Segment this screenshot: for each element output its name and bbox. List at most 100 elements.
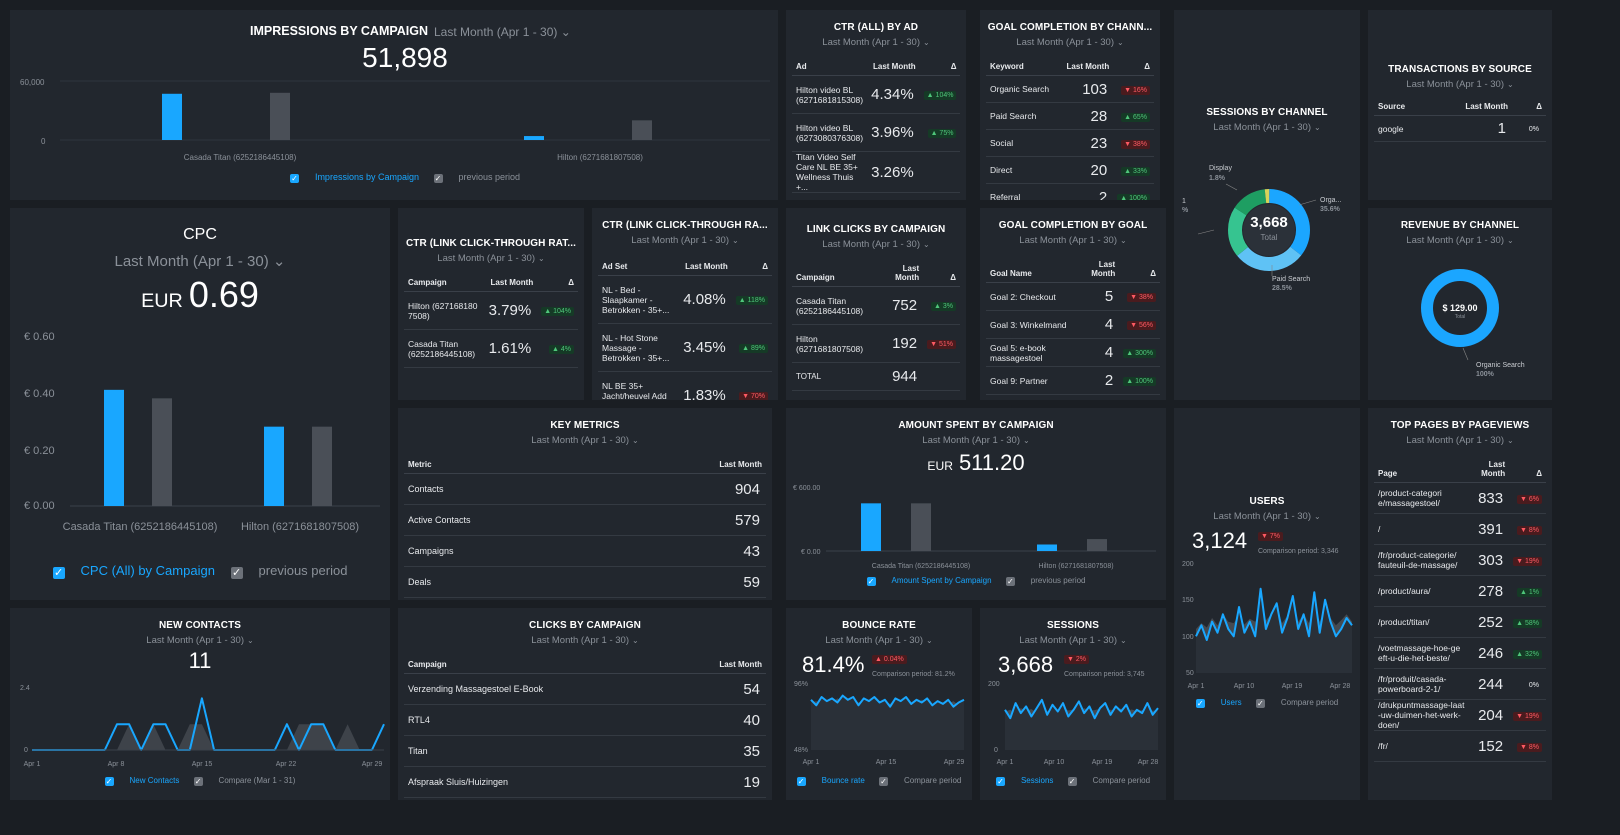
series-line[interactable] [1004, 698, 1159, 720]
column-header[interactable]: Last Month [614, 456, 766, 474]
period-selector[interactable]: Last Month (Apr 1 - 30) ⌄ [980, 635, 1166, 646]
legend-item-cpc[interactable]: ✓ CPC (All) by Campaign [52, 563, 215, 579]
table-row[interactable]: /fr/product-categorie/ fauteuil-de-massa… [1374, 544, 1546, 576]
table-row[interactable]: Contacts 904 [404, 473, 766, 505]
table-row[interactable]: Goal 2: Checkout 5 ▼ 38% [986, 282, 1160, 311]
checkbox-icon[interactable]: ✓ [230, 567, 243, 579]
table-row[interactable]: Casada Titan (6252186445108) 752 ▲ 3% [792, 286, 960, 325]
table-row[interactable]: /fr/produit/casada- powerboard-2-1/244 0% [1374, 668, 1546, 700]
table-row[interactable]: Campaigns 43 [404, 535, 766, 567]
chart-bar[interactable] [162, 93, 182, 140]
column-header[interactable]: Page [1374, 456, 1472, 483]
period-selector[interactable]: Last Month (Apr 1 - 30) ⌄ [434, 25, 571, 39]
column-header[interactable]: Campaign [792, 260, 884, 287]
column-header[interactable]: Δ [1119, 256, 1160, 283]
legend-item-previous[interactable]: ✓ previous period [1005, 576, 1086, 586]
column-header[interactable]: Goal Name [986, 256, 1078, 283]
column-header[interactable]: Last Month [867, 58, 920, 76]
table-row[interactable]: Goal 3: Winkelmand 4 ▼ 56% [986, 310, 1160, 339]
checkbox-icon[interactable]: ✓ [193, 777, 203, 786]
column-header[interactable]: Δ [1512, 98, 1546, 116]
chart-bar[interactable] [861, 503, 881, 551]
table-row[interactable]: Hilton video BL (6271681815308) 4.34% ▲ 10… [792, 75, 961, 114]
table-row[interactable]: Goal 5: e-book massagestoel 4 ▲ 300% [986, 338, 1160, 367]
period-selector[interactable]: Last Month (Apr 1 - 30) ⌄ [786, 37, 966, 48]
donut-slice[interactable] [1228, 189, 1310, 271]
table-row[interactable]: /voetmassage-hoe-ge eft-u-die-het-beste/… [1374, 637, 1546, 669]
table-row[interactable]: Hilton (6271681807508) 192 ▼ 51% [792, 324, 960, 363]
period-selector[interactable]: Last Month (Apr 1 - 30) ⌄ [398, 435, 772, 446]
table-row[interactable]: NL BE 35+ Jacht/heuvel Add te...1.83% ▼ 7… [598, 371, 772, 400]
period-selector[interactable]: Last Month (Apr 1 - 30) ⌄ [980, 235, 1166, 246]
table-row[interactable]: Organic Search 103 ▼ 16% [986, 75, 1154, 103]
table-row[interactable]: NL - Hot Stone Massage - Betrokken - 35+… [598, 323, 772, 372]
table-row[interactable]: RTL4 40 [404, 704, 766, 736]
legend-item-impressions[interactable]: ✓ Impressions by Campaign [289, 172, 419, 183]
chart-bar[interactable] [270, 92, 290, 140]
column-header[interactable]: Last Month [1077, 256, 1120, 283]
column-header[interactable]: Campaign [404, 274, 485, 292]
checkbox-icon[interactable]: ✓ [866, 577, 876, 586]
column-header[interactable]: Last Month [671, 656, 766, 674]
table-row[interactable]: Referral 2 ▲ 100% [986, 183, 1154, 200]
chart-bar[interactable] [264, 426, 284, 506]
period-selector[interactable]: Last Month (Apr 1 - 30) ⌄ [1368, 235, 1552, 246]
checkbox-icon[interactable]: ✓ [1195, 699, 1205, 708]
table-row[interactable]: Hilton (627168180 7508) 3.79% ▲ 104% [404, 291, 578, 330]
table-row[interactable]: Titan Video Self Care NL BE 35+ Wellness… [792, 151, 961, 193]
checkbox-icon[interactable]: ✓ [1067, 777, 1077, 786]
period-selector[interactable]: Last Month (Apr 1 - 30) ⌄ [10, 252, 390, 270]
table-row[interactable]: Direct 20 ▲ 33% [986, 156, 1154, 184]
period-selector[interactable]: Last Month (Apr 1 - 30) ⌄ [1174, 511, 1360, 522]
checkbox-icon[interactable]: ✓ [1005, 577, 1015, 586]
column-header[interactable]: Ad [792, 58, 868, 76]
table-row[interactable]: google 1 0% [1374, 115, 1546, 142]
column-header[interactable]: Δ [1509, 456, 1546, 483]
checkbox-icon[interactable]: ✓ [1255, 699, 1265, 708]
checkbox-icon[interactable]: ✓ [796, 777, 806, 786]
table-row[interactable]: Hilton video BL (6273080376308) 3.96% ▲ 75… [792, 113, 961, 152]
period-selector[interactable]: Last Month (Apr 1 - 30) ⌄ [980, 37, 1160, 48]
table-row[interactable]: Casada Titan (6252186445108) 1.61% ▲ 4% [404, 329, 578, 368]
legend-item-amount[interactable]: ✓ Amount Spent by Campaign [866, 576, 992, 586]
table-row[interactable]: /drukpuntmassage-laat -uw-duimen-het-wer… [1374, 699, 1546, 731]
chart-bar[interactable] [1037, 544, 1057, 552]
legend-item-previous[interactable]: ✓ previous period [433, 172, 520, 183]
column-header[interactable]: Δ [731, 258, 772, 276]
column-header[interactable]: Last Month [1430, 98, 1512, 116]
period-selector[interactable]: Last Month (Apr 1 - 30) ⌄ [10, 635, 390, 646]
checkbox-icon[interactable]: ✓ [879, 777, 888, 786]
checkbox-icon[interactable]: ✓ [104, 777, 114, 786]
legend-item-compare[interactable]: ✓ Compare (Mar 1 - 31) [193, 776, 295, 786]
column-header[interactable]: Last Month [484, 274, 538, 292]
table-row[interactable]: /fr/152 ▼ 8% [1374, 730, 1546, 762]
chart-bar[interactable] [911, 503, 931, 551]
column-header[interactable]: Campaign [404, 656, 672, 674]
table-row[interactable]: Titan 35 [404, 735, 766, 767]
chart-bar[interactable] [1087, 539, 1107, 551]
column-header[interactable]: Last Month [679, 258, 732, 276]
period-selector[interactable]: Last Month (Apr 1 - 30) ⌄ [1174, 122, 1360, 133]
chart-bar[interactable] [104, 389, 124, 506]
column-header[interactable]: Ad Set [598, 258, 680, 276]
column-header[interactable]: Δ [923, 260, 960, 287]
series-line[interactable] [810, 694, 965, 708]
table-row[interactable]: Goal 9: Partner 2 ▲ 100% [986, 366, 1160, 395]
legend-item-new-contacts[interactable]: ✓ New Contacts [104, 776, 179, 786]
table-row[interactable]: /product/titan/252 ▲ 58% [1374, 606, 1546, 638]
column-header[interactable]: Last Month [883, 260, 924, 287]
donut-slice[interactable] [1228, 189, 1310, 271]
chart-bar[interactable] [632, 120, 652, 140]
chart-bar[interactable] [524, 136, 544, 140]
chart-bar[interactable] [152, 398, 172, 506]
period-selector[interactable]: Last Month (Apr 1 - 30) ⌄ [1368, 435, 1552, 446]
period-selector[interactable]: Last Month (Apr 1 - 30) ⌄ [592, 235, 778, 246]
series-line[interactable] [1195, 587, 1353, 641]
column-header[interactable]: Keyword [986, 58, 1059, 76]
column-header[interactable]: Δ [537, 274, 578, 292]
checkbox-icon[interactable]: ✓ [433, 174, 443, 183]
legend-item-compare[interactable]: ✓ Compare period [879, 776, 961, 786]
table-row[interactable]: Paid Search 28 ▲ 65% [986, 102, 1154, 130]
table-row[interactable]: /391 ▼ 8% [1374, 513, 1546, 545]
donut-slice[interactable] [1228, 189, 1310, 271]
